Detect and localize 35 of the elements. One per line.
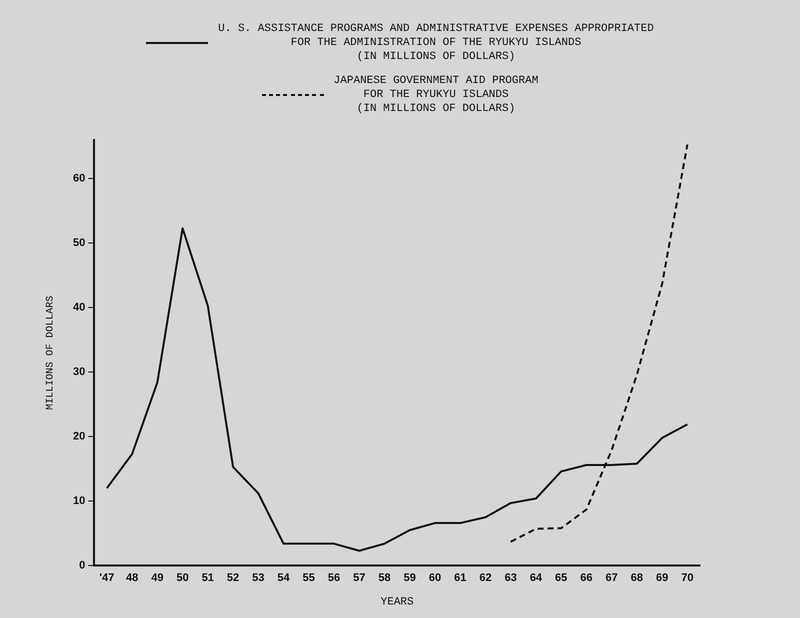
x-tick-label: 58 xyxy=(378,572,391,584)
x-tick-label: 53 xyxy=(252,572,264,584)
x-tick-label: 64 xyxy=(530,572,543,584)
x-tick-label: 59 xyxy=(404,572,416,584)
x-tick-label: 54 xyxy=(277,572,291,584)
y-tick-label: 20 xyxy=(72,430,86,443)
y-tick-label: 40 xyxy=(72,302,86,314)
x-tick-label: 60 xyxy=(428,572,442,584)
x-tick-label: 52 xyxy=(226,572,240,584)
x-tick-label: 57 xyxy=(353,572,366,584)
x-tick-label: 68 xyxy=(630,572,644,584)
x-tick-label: 69 xyxy=(656,572,668,584)
x-tick-label: 48 xyxy=(126,572,138,584)
x-tick-label: 50 xyxy=(176,572,189,584)
x-tick-label: 61 xyxy=(454,572,466,584)
x-tick-label: 51 xyxy=(202,572,214,584)
x-tick-label: 67 xyxy=(606,572,618,584)
x-tick-label: 49 xyxy=(151,572,164,584)
legend-label: JAPANESE GOVERNMENT AID PROGRAM FOR THE RYUKYU ISLANDS (IN MILLIONS OF DOLLARS) xyxy=(334,74,538,116)
x-tick-label: 56 xyxy=(328,572,340,584)
x-tick-label: '47 xyxy=(99,572,114,584)
x-tick-label: 62 xyxy=(479,572,492,584)
y-tick-label: 50 xyxy=(72,237,86,250)
x-axis-title: YEARS xyxy=(380,596,414,608)
x-tick-label: 65 xyxy=(555,572,568,584)
y-tick-label: 60 xyxy=(72,172,86,185)
x-tick-label: 70 xyxy=(681,572,694,584)
y-tick-label: 30 xyxy=(72,366,86,378)
x-tick-label: 63 xyxy=(504,572,517,584)
y-axis-title: MILLIONS OF DOLLARS xyxy=(46,296,57,410)
y-tick-label: 0 xyxy=(79,560,86,572)
y-tick-label: 10 xyxy=(72,495,86,508)
x-tick-label: 66 xyxy=(580,572,593,584)
x-tick-label: 55 xyxy=(302,572,315,584)
legend-label: U. S. ASSISTANCE PROGRAMS AND ADMINISTRATIVE EXPENSES APPROPRIATED FOR THE ADMINISTRATION OF THE RYUKYU ISLANDS (IN MILLIONS OF DOLLARS) xyxy=(218,22,654,64)
